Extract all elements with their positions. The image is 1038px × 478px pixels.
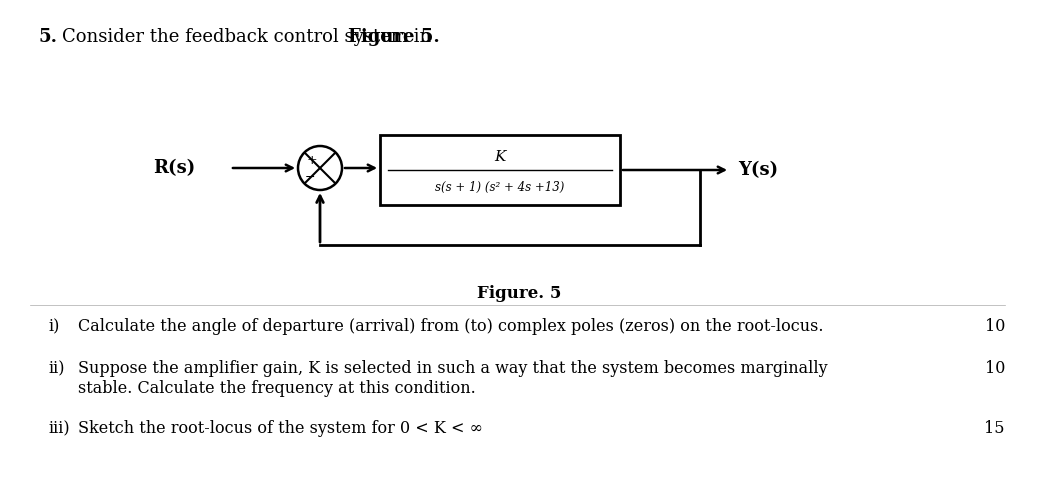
Text: Figure 5.: Figure 5. xyxy=(348,28,440,46)
Text: Sketch the root-locus of the system for 0 < K < ∞: Sketch the root-locus of the system for … xyxy=(78,420,483,437)
Text: K: K xyxy=(494,151,506,164)
Text: i): i) xyxy=(48,318,59,335)
Text: ii): ii) xyxy=(48,360,64,377)
Text: Suppose the amplifier gain, K is selected in such a way that the system becomes : Suppose the amplifier gain, K is selecte… xyxy=(78,360,827,377)
Text: Y(s): Y(s) xyxy=(738,161,778,179)
Text: Calculate the angle of departure (arrival) from (to) complex poles (zeros) on th: Calculate the angle of departure (arriva… xyxy=(78,318,823,335)
Text: 10: 10 xyxy=(985,318,1005,335)
Text: −: − xyxy=(305,171,316,184)
Bar xyxy=(380,135,620,205)
Text: +: + xyxy=(306,154,317,167)
Text: R(s): R(s) xyxy=(153,159,195,177)
Text: Consider the feedback control system in: Consider the feedback control system in xyxy=(62,28,437,46)
Text: s(s + 1) (s² + 4s +13): s(s + 1) (s² + 4s +13) xyxy=(435,181,565,194)
Text: 15: 15 xyxy=(984,420,1005,437)
Text: 10: 10 xyxy=(985,360,1005,377)
Text: iii): iii) xyxy=(48,420,70,437)
Text: stable. Calculate the frequency at this condition.: stable. Calculate the frequency at this … xyxy=(78,380,475,397)
Text: Figure. 5: Figure. 5 xyxy=(476,285,562,302)
Text: 5.: 5. xyxy=(38,28,57,46)
